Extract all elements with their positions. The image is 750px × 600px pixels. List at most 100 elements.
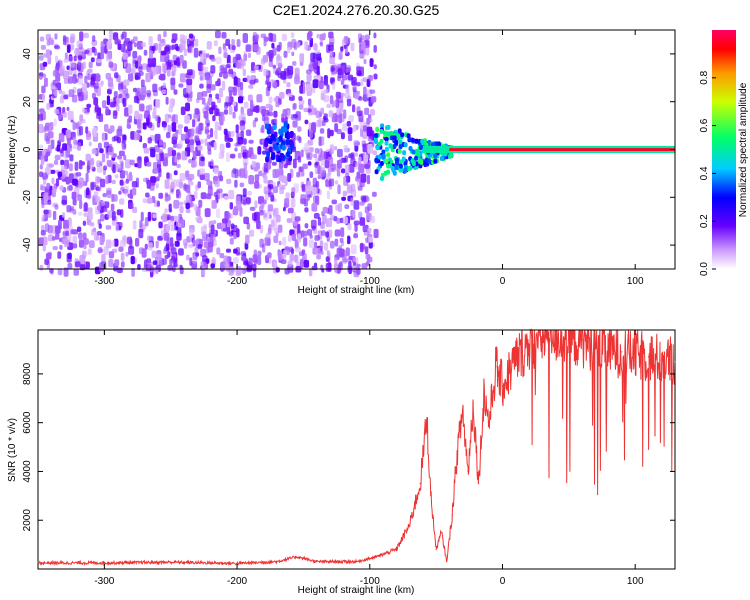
spectrogram-cell: [95, 234, 100, 241]
spectrogram-cell: [348, 134, 353, 142]
spectrogram-cell: [248, 147, 254, 155]
spectrogram-cell: [334, 180, 339, 185]
spectrogram-cell: [289, 246, 294, 253]
spectrogram-cell: [230, 223, 235, 230]
snr-point: [478, 483, 480, 485]
spectrogram-cell: [52, 79, 57, 86]
spectrogram-cell: [142, 63, 148, 70]
spectrogram-cell: [264, 123, 269, 130]
colorbar: 0.0 0.2 0.4 0.6 0.8 Normalized spectral ampl…: [699, 30, 749, 276]
spectrogram-cell: [292, 120, 298, 128]
spectrogram-cell: [190, 144, 194, 153]
spectrogram-cell: [167, 251, 171, 258]
spectrogram-cell: [303, 107, 309, 113]
snr-point: [355, 561, 358, 563]
spectrogram-cell: [145, 264, 152, 272]
spectrogram-cell: [146, 258, 152, 264]
spectrogram-cell: [42, 244, 46, 252]
spectrogram-cell: [283, 163, 288, 169]
spectrogram-cell: [242, 152, 248, 158]
spectrogram-cell: [129, 171, 132, 182]
colorbar-tick-label: 0.2: [699, 214, 710, 228]
spectrogram-cell: [83, 32, 89, 39]
spectrogram-cell: [157, 116, 161, 124]
spectrogram-cell: [369, 215, 376, 223]
snr-x-tick-label: -200: [227, 576, 247, 587]
spectrogram-cell: [276, 67, 282, 76]
spectrogram-cell: [276, 168, 282, 177]
spectrogram-cell: [91, 148, 97, 155]
spectrogram-cell: [40, 230, 46, 236]
spectrogram-y-tick-label: -20: [22, 190, 33, 205]
spectrogram-cell: [323, 95, 330, 103]
spectrogram-cell: [84, 202, 88, 212]
spectrogram-cell: [66, 205, 72, 213]
spectrogram-cell: [106, 95, 110, 106]
spectrogram-cell: [221, 32, 227, 39]
spectrogram-cell: [263, 212, 267, 218]
spectrogram-cell: [293, 103, 297, 110]
spectrogram-cell: [170, 247, 177, 254]
spectrogram-cell: [408, 146, 413, 151]
spectrogram-cell: [319, 167, 325, 177]
spectrogram-cell: [117, 155, 123, 160]
spectrogram-cell: [234, 147, 238, 152]
spectrogram-cell: [114, 72, 119, 79]
spectrogram-cell: [338, 202, 343, 213]
spectrogram-cell: [364, 34, 370, 40]
spectrogram-cell: [319, 80, 324, 90]
spectrogram-cell: [252, 212, 257, 221]
spectrogram-cell: [304, 207, 309, 213]
spectrogram-cell: [312, 79, 319, 89]
spectrogram-cell: [78, 181, 83, 189]
spectrogram-cell: [310, 219, 317, 229]
spectrogram-cell: [114, 259, 120, 266]
spectrogram-cell: [185, 202, 190, 210]
snr-point: [581, 339, 583, 341]
spectrogram-cell: [213, 239, 217, 247]
spectrogram-cell: [263, 68, 269, 77]
spectrogram-cell: [175, 57, 181, 67]
spectrogram-cell: [142, 143, 147, 149]
spectrogram-cell: [169, 185, 175, 195]
spectrogram-cell: [291, 39, 297, 48]
spectrogram-cell: [134, 131, 138, 141]
spectrogram-cell: [63, 58, 69, 63]
spectrogram-cell: [243, 216, 249, 225]
spectrogram-cell: [326, 217, 333, 228]
spectrogram-cell: [203, 241, 209, 249]
spectrogram-cell: [197, 62, 204, 72]
spectrogram-cell: [204, 138, 208, 146]
spectrogram-cell: [260, 203, 265, 210]
spectrogram-cell: [265, 233, 271, 239]
spectrogram-cell: [228, 89, 233, 97]
spectrogram-cell: [379, 128, 384, 134]
spectrogram-cell: [45, 49, 51, 59]
spectrogram-cell: [323, 79, 328, 87]
spectrogram-cell: [43, 199, 48, 205]
spectrogram-cell: [245, 197, 252, 204]
spectrogram-cell: [108, 82, 114, 90]
spectrogram-cell: [67, 252, 72, 260]
spectrogram-cell: [179, 218, 185, 228]
spectrogram-cell: [78, 239, 84, 248]
spectrogram-cell: [175, 46, 180, 52]
spectrogram-cell: [251, 62, 256, 71]
spectrogram-cell: [225, 142, 231, 148]
spectrogram-cell: [41, 225, 45, 232]
spectrogram-cell: [334, 238, 339, 247]
spectrogram-x-tick-label: 100: [627, 276, 644, 287]
spectrogram-cell: [322, 32, 326, 38]
spectrogram-cell: [206, 83, 212, 89]
spectrogram-cell: [147, 242, 153, 251]
spectrogram-cell: [79, 254, 86, 262]
spectrogram-cell: [328, 110, 334, 118]
snr-point: [456, 451, 458, 453]
spectrogram-cell: [206, 134, 211, 140]
spectrogram-cell: [331, 100, 335, 108]
spectrogram-cell: [58, 89, 63, 94]
spectrogram-cell: [363, 58, 367, 65]
spectrogram-cell: [294, 255, 300, 264]
spectrogram-cell: [336, 168, 341, 177]
spectrogram-cell: [135, 60, 139, 69]
